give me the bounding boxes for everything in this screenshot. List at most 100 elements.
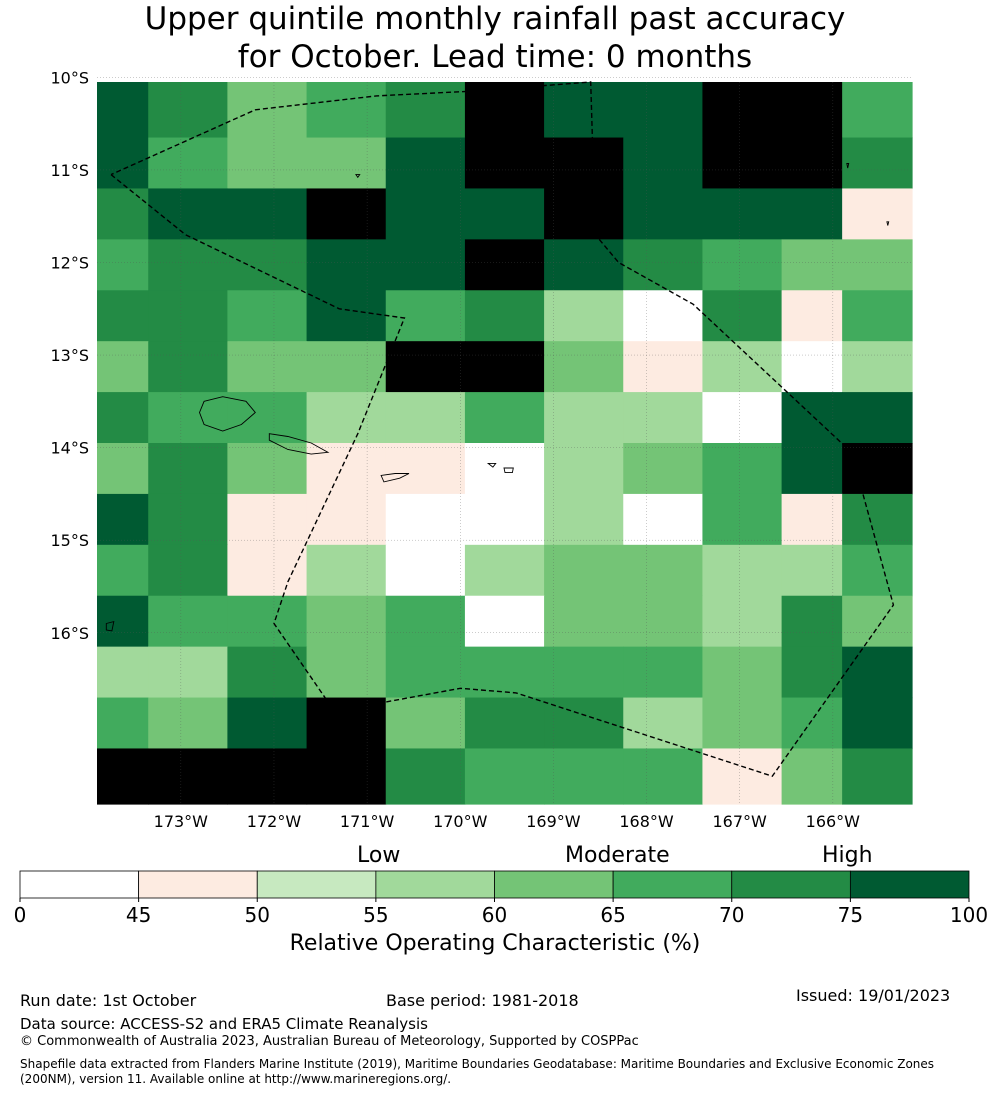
heatmap-cell (306, 748, 387, 805)
heatmap-cell (385, 493, 466, 546)
x-tick-label: 169°W (526, 812, 581, 831)
heatmap-cell (781, 493, 843, 546)
heatmap-cell (842, 748, 913, 805)
heatmap-cell (842, 595, 913, 648)
heatmap-cell (842, 82, 913, 139)
category-label-high: High (822, 843, 873, 868)
colorbar-tick-label: 0 (14, 903, 27, 927)
colorbar-segment (138, 870, 258, 899)
heatmap-cell (623, 697, 704, 750)
heatmap-cell (702, 392, 783, 444)
copyright: © Commonwealth of Australia 2023, Austra… (20, 1034, 639, 1049)
heatmap-cell (148, 493, 228, 546)
y-tick-label: 12°S (50, 254, 89, 273)
heatmap-cell (306, 137, 387, 190)
heatmap-cell (544, 137, 624, 190)
heatmap-cell (97, 697, 149, 750)
heatmap-cell (464, 392, 545, 444)
x-tick-label: 172°W (247, 812, 302, 831)
heatmap-cell (623, 544, 704, 597)
heatmap-cell (385, 595, 466, 648)
heatmap-cell (148, 290, 228, 342)
heatmap-cell (148, 697, 228, 750)
heatmap-cell (306, 595, 387, 648)
colorbar-segment (494, 870, 614, 899)
y-tick-label: 11°S (50, 161, 89, 180)
heatmap-cell (148, 188, 228, 240)
heatmap-cell (306, 493, 387, 546)
heatmap-cell (623, 341, 704, 393)
colorbar-ticks: 0 45 50 55 60 65 70 75 100 (14, 898, 988, 927)
heatmap-cell (385, 544, 466, 597)
heatmap-cell (623, 595, 704, 648)
y-tick-label: 14°S (50, 439, 89, 458)
heatmap-cell (464, 443, 545, 495)
eez-boundary (110, 81, 895, 778)
heatmap-cells (97, 82, 913, 805)
heatmap-cell (464, 646, 545, 699)
heatmap-cell (464, 697, 545, 750)
heatmap-cell (385, 290, 466, 342)
eez-boundary-line (110, 81, 895, 778)
heatmap-cell (842, 341, 913, 393)
heatmap-cell (842, 239, 913, 291)
heatmap-cell (623, 392, 704, 444)
heatmap-cell (148, 646, 228, 699)
colorbar-tick-label: 65 (600, 903, 625, 927)
x-tick-label: 171°W (340, 812, 395, 831)
heatmap-cell (842, 697, 913, 750)
heatmap-cell (385, 392, 466, 444)
heatmap-cell (702, 443, 783, 495)
heatmap-cell (781, 188, 843, 240)
heatmap-cell (842, 392, 913, 444)
chart-title: Upper quintile monthly rainfall past acc… (0, 0, 990, 76)
heatmap-cell (623, 137, 704, 190)
longitude-ticks: 173°W 172°W 171°W 170°W 169°W 168°W 167°W 166°W (154, 812, 861, 831)
heatmap-cell (97, 239, 149, 291)
heatmap-cell (702, 290, 783, 342)
heatmap-cell (842, 493, 913, 546)
island-outline (886, 221, 890, 226)
colorbar-title: Relative Operating Characteristic (%) (289, 931, 701, 956)
heatmap-cell (842, 188, 913, 240)
x-tick-label: 168°W (619, 812, 674, 831)
heatmap-cell (702, 341, 783, 393)
heatmap-cell (306, 443, 387, 495)
heatmap-cell (227, 290, 308, 342)
heatmap-cell (306, 646, 387, 699)
heatmap-cell (385, 443, 466, 495)
heatmap-cell (464, 82, 545, 139)
heatmap-cell (227, 748, 308, 805)
island-outline (199, 396, 256, 432)
heatmap-cell (623, 646, 704, 699)
run-date: Run date: 1st October (20, 991, 197, 1010)
heatmap-cell (544, 748, 624, 805)
x-tick-label: 167°W (713, 812, 768, 831)
heatmap-cell (385, 646, 466, 699)
heatmap-cell (464, 493, 545, 546)
heatmap-cell (781, 595, 843, 648)
heatmap-cell (781, 697, 843, 750)
heatmap-cell (781, 290, 843, 342)
heatmap-cell (464, 290, 545, 342)
heatmap-cell (227, 82, 308, 139)
heatmap-cell (781, 443, 843, 495)
heatmap-cell (227, 341, 308, 393)
heatmap-cell (544, 290, 624, 342)
heatmap-cell (97, 544, 149, 597)
heatmap-cell (544, 82, 624, 139)
heatmap-cell (97, 137, 149, 190)
heatmap-cell (306, 341, 387, 393)
y-tick-label: 10°S (50, 68, 89, 87)
heatmap-cell (702, 493, 783, 546)
heatmap-cell (464, 748, 545, 805)
heatmap-cell (544, 544, 624, 597)
heatmap-cell (464, 544, 545, 597)
heatmap-cell (842, 137, 913, 190)
heatmap-cell (385, 748, 466, 805)
heatmap-cell (97, 646, 149, 699)
colorbar-segment (612, 870, 733, 899)
island-outline (380, 473, 410, 483)
heatmap-cell (306, 544, 387, 597)
island-outline (503, 467, 514, 474)
